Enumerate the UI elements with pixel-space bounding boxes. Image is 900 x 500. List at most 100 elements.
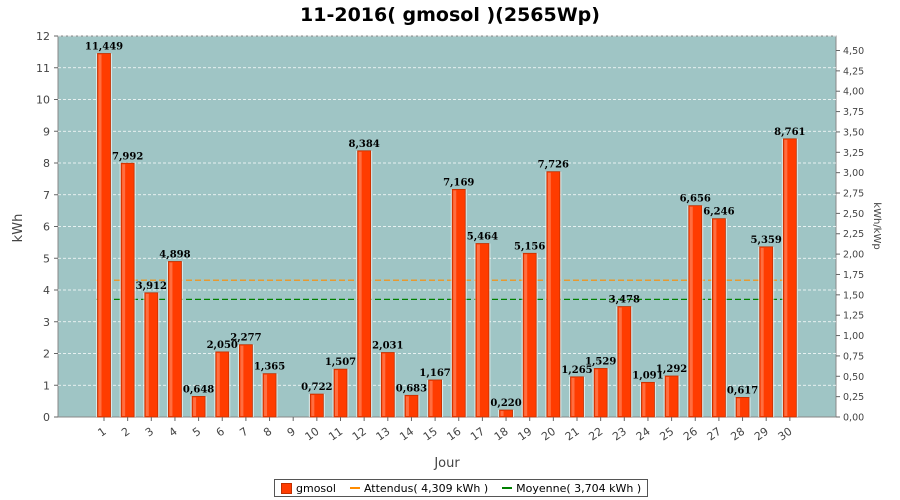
data-label: 6,656 (680, 194, 711, 205)
data-label: 11,449 (85, 41, 123, 52)
y2-tick-label: 4,00 (843, 87, 864, 98)
y2-tick-label: 3,25 (843, 148, 864, 159)
y2-tick-label: 1,25 (843, 311, 864, 322)
x-tick-label: 16 (445, 425, 464, 444)
bar-highlight (216, 352, 220, 416)
data-label: 5,359 (751, 235, 782, 246)
data-label: 2,031 (372, 341, 403, 352)
x-tick-label: 7 (237, 425, 250, 440)
y2-tick-label: 2,00 (843, 250, 864, 261)
x-tick-label: 5 (190, 425, 203, 440)
data-label: 0,617 (727, 385, 758, 396)
data-label: 1,167 (419, 368, 450, 379)
x-axis: 1 2 3 4 5 6 7 8 9 10 11 12 13 14 15 16 17 18 19 20 21 22 23 24 2… (96, 417, 795, 443)
data-label: 0,683 (396, 383, 427, 394)
legend-label-expected: Attendus( 4,309 kWh ) (363, 481, 489, 495)
y2-tick-label: 0,00 (843, 413, 864, 424)
y-tick-label: 12 (36, 30, 50, 43)
y2-tick-label: 3,75 (843, 107, 864, 118)
bars (96, 53, 798, 418)
data-label: 5,464 (467, 232, 498, 243)
data-label: 8,384 (348, 139, 379, 150)
y2-axis: 0,00 0,25 0,50 0,75 1,00 1,25 1,50 1,75 2,00 2,25… (836, 46, 864, 424)
legend: gmosol Attendus( 4,309 kWh ) Moyenne( 3,… (274, 479, 649, 497)
legend-item-average: Moyenne( 3,704 kWh ) (502, 482, 641, 495)
bar-highlight (122, 164, 126, 416)
x-tick-label: 2 (119, 425, 132, 440)
data-label: 2,277 (230, 333, 261, 344)
y-tick-label: 10 (36, 94, 50, 107)
bar-highlight (713, 219, 717, 416)
x-tick-label: 18 (492, 425, 511, 444)
x-tick-label: 28 (728, 425, 747, 444)
y2-axis-label: kWh/kWp (871, 202, 882, 249)
data-label: 6,246 (703, 207, 734, 218)
data-label: 0,220 (490, 398, 521, 409)
y2-tick-label: 3,50 (843, 127, 864, 138)
x-tick-label: 24 (634, 425, 653, 444)
bar-highlight (642, 383, 646, 416)
bar-highlight (311, 395, 315, 416)
data-label: 8,761 (774, 127, 805, 138)
y-axis-label: kWh (11, 214, 26, 243)
data-label: 1,292 (656, 364, 687, 375)
x-tick-label: 23 (610, 425, 629, 444)
y2-tick-label: 2,25 (843, 229, 864, 240)
x-tick-label: 15 (421, 425, 440, 444)
legend-item-gmosol: gmosol (281, 482, 336, 495)
y2-tick-label: 4,50 (843, 46, 864, 57)
bar-highlight (453, 190, 457, 416)
data-label: 7,726 (538, 160, 569, 171)
x-tick-label: 10 (303, 425, 322, 444)
bar-highlight (405, 396, 409, 416)
bar-highlight (382, 353, 386, 416)
bar-highlight (335, 370, 338, 416)
legend-item-expected: Attendus( 4,309 kWh ) (349, 481, 489, 495)
data-label: 7,992 (112, 151, 143, 162)
y2-tick-label: 1,75 (843, 270, 864, 281)
x-tick-label: 11 (326, 425, 345, 444)
bar-highlight (571, 377, 575, 416)
bar-highlight (595, 369, 599, 416)
data-label: 1,529 (585, 356, 616, 367)
chart-title: 11-2016( gmosol )(2565Wp) (300, 4, 600, 26)
x-tick-label: 19 (515, 425, 534, 444)
x-tick-label: 20 (539, 425, 558, 444)
y-tick-label: 0 (43, 411, 50, 424)
x-tick-label: 17 (468, 425, 487, 444)
legend-swatch-gmosol (281, 482, 292, 494)
y2-tick-label: 1,00 (843, 331, 864, 342)
data-label: 4,898 (159, 249, 190, 260)
bar-highlight (618, 307, 622, 416)
x-tick-label: 14 (397, 425, 416, 444)
data-label: 5,156 (514, 241, 545, 252)
y-tick-label: 9 (43, 125, 50, 138)
data-label: 3,478 (609, 295, 640, 306)
bar-highlight (760, 247, 764, 416)
bar-highlight (169, 262, 173, 416)
data-label: 3,912 (136, 281, 167, 292)
y-tick-label: 1 (43, 379, 50, 392)
x-tick-label: 30 (776, 425, 795, 444)
x-tick-label: 26 (681, 425, 700, 444)
y-tick-label: 5 (43, 252, 50, 265)
y2-tick-label: 3,00 (843, 168, 864, 179)
x-tick-label: 22 (586, 425, 605, 444)
y2-tick-label: 2,50 (843, 209, 864, 220)
legend-swatch-expected (349, 487, 360, 489)
bar-highlight (500, 411, 504, 416)
bar-highlight (193, 397, 197, 416)
x-tick-label: 27 (705, 425, 724, 444)
data-label: 1,265 (561, 365, 592, 376)
y2-tick-label: 0,75 (843, 351, 864, 362)
data-label: 1,365 (254, 362, 285, 373)
x-axis-label: Jour (433, 456, 460, 471)
x-tick-label: 25 (657, 425, 676, 444)
y2-tick-label: 1,50 (843, 290, 864, 301)
y-tick-label: 3 (43, 316, 50, 329)
y2-tick-label: 0,25 (843, 392, 864, 403)
x-tick-label: 8 (261, 425, 274, 440)
y-tick-label: 7 (43, 189, 50, 202)
data-label: 0,722 (301, 382, 332, 393)
